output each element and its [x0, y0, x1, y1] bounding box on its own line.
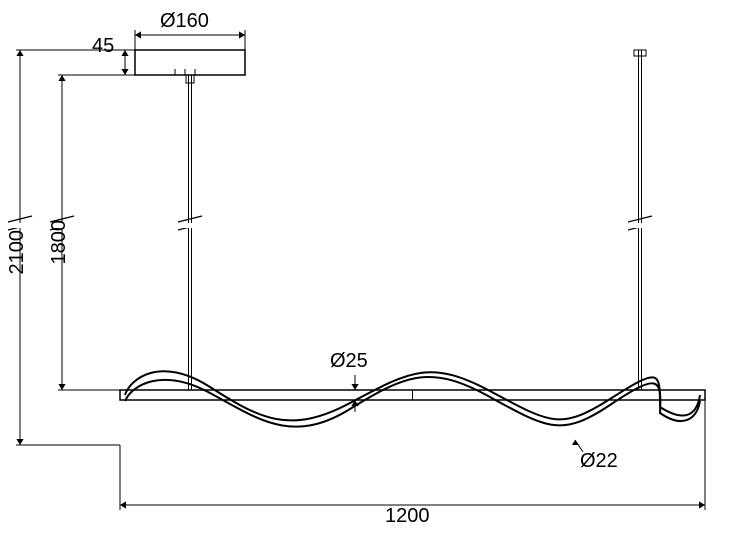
- label-tube-diam: Ø22: [580, 450, 618, 473]
- label-overall-width: 1200: [385, 505, 430, 528]
- technical-drawing: [0, 0, 736, 544]
- label-cable-drop: 1800: [48, 220, 71, 265]
- label-canopy-diam: Ø160: [160, 10, 209, 33]
- label-canopy-height: 45: [92, 35, 114, 58]
- label-overall-height: 2100: [6, 230, 29, 275]
- label-bar-thickness: Ø25: [330, 350, 368, 373]
